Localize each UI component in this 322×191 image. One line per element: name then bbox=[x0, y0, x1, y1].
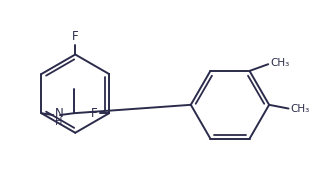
Text: CH₃: CH₃ bbox=[270, 58, 289, 68]
Text: F: F bbox=[72, 30, 79, 43]
Text: CH₃: CH₃ bbox=[290, 104, 310, 114]
Text: N: N bbox=[55, 108, 63, 121]
Text: F: F bbox=[91, 107, 98, 120]
Text: H: H bbox=[55, 117, 62, 127]
